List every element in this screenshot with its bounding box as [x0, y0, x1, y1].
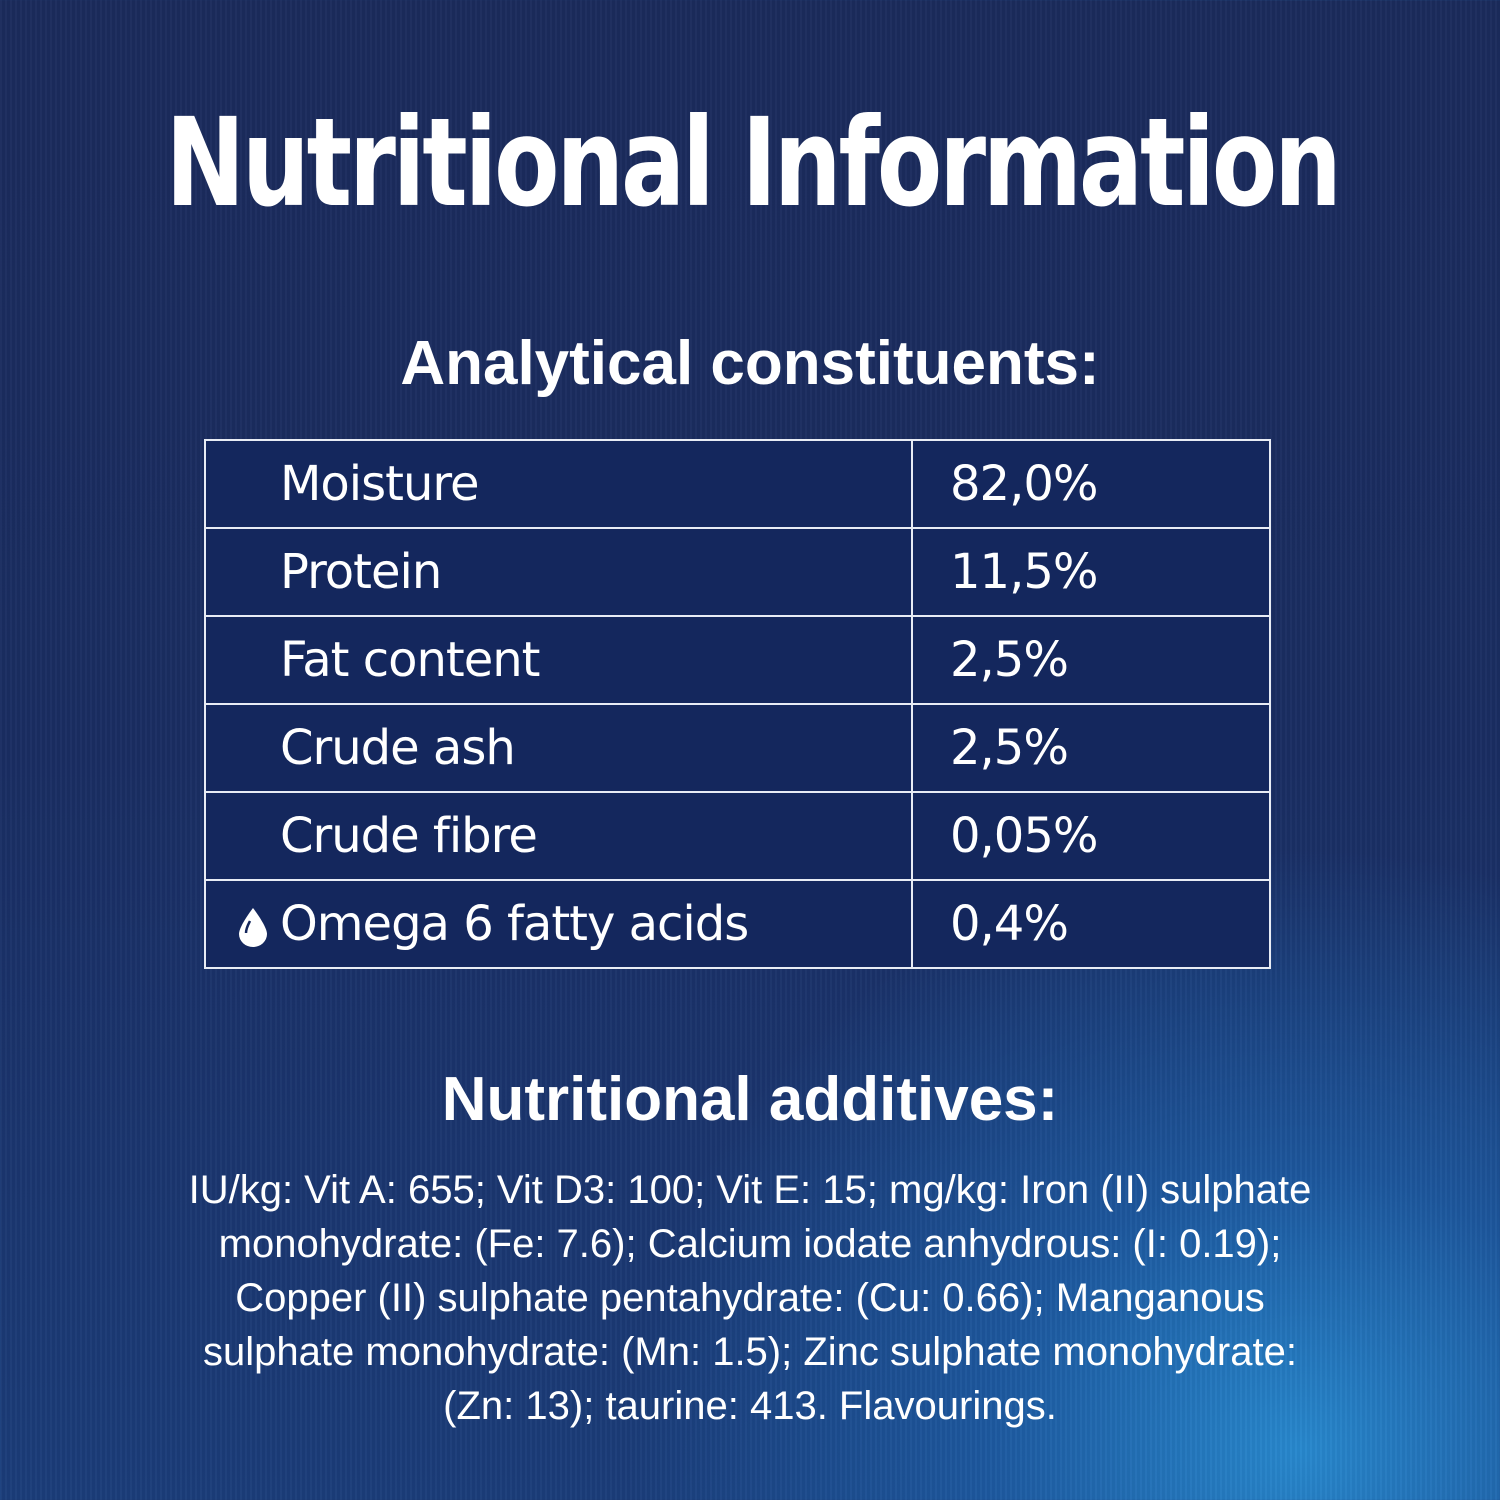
table-row: Omega 6 fatty acids 0,4% — [204, 879, 1271, 969]
additives-line: sulphate monohydrate: (Mn: 1.5); Zinc su… — [203, 1330, 1297, 1374]
table-row: Moisture 82,0% — [204, 439, 1271, 529]
row-label: Crude ash — [204, 703, 913, 793]
table-row: Protein 11,5% — [204, 527, 1271, 617]
table-row: Crude ash 2,5% — [204, 703, 1271, 793]
additives-text: IU/kg: Vit A: 655; Vit D3: 100; Vit E: 1… — [0, 1163, 1500, 1433]
row-value: 11,5% — [911, 527, 1271, 617]
row-value: 2,5% — [911, 615, 1271, 705]
row-value: 2,5% — [911, 703, 1271, 793]
page-title-text: Nutritional Information — [165, 92, 1341, 234]
table-row: Crude fibre 0,05% — [204, 791, 1271, 881]
additives-line: monohydrate: (Fe: 7.6); Calcium iodate a… — [218, 1222, 1282, 1266]
row-label: Fat content — [204, 615, 913, 705]
page-title: Nutritional Information — [0, 92, 1500, 234]
omega-label-text: Omega 6 fatty acids — [280, 896, 749, 952]
additives-line: IU/kg: Vit A: 655; Vit D3: 100; Vit E: 1… — [188, 1168, 1312, 1212]
row-value: 0,05% — [911, 791, 1271, 881]
analytical-heading: Analytical constituents: — [400, 329, 1100, 398]
additives-heading: Nutritional additives: — [441, 1065, 1059, 1134]
table-row: Fat content 2,5% — [204, 615, 1271, 705]
row-value: 82,0% — [911, 439, 1271, 529]
row-label: Crude fibre — [204, 791, 913, 881]
additives-line: Copper (II) sulphate pentahydrate: (Cu: … — [235, 1276, 1265, 1320]
droplet-icon — [239, 908, 267, 947]
row-label-omega: Omega 6 fatty acids — [204, 879, 913, 969]
row-label: Moisture — [204, 439, 913, 529]
row-value: 0,4% — [911, 879, 1271, 969]
additives-line: (Zn: 13); taurine: 413. Flavourings. — [443, 1384, 1057, 1428]
analytical-table: Moisture 82,0% Protein 11,5% Fat content 2,… — [204, 439, 1271, 969]
row-label: Protein — [204, 527, 913, 617]
